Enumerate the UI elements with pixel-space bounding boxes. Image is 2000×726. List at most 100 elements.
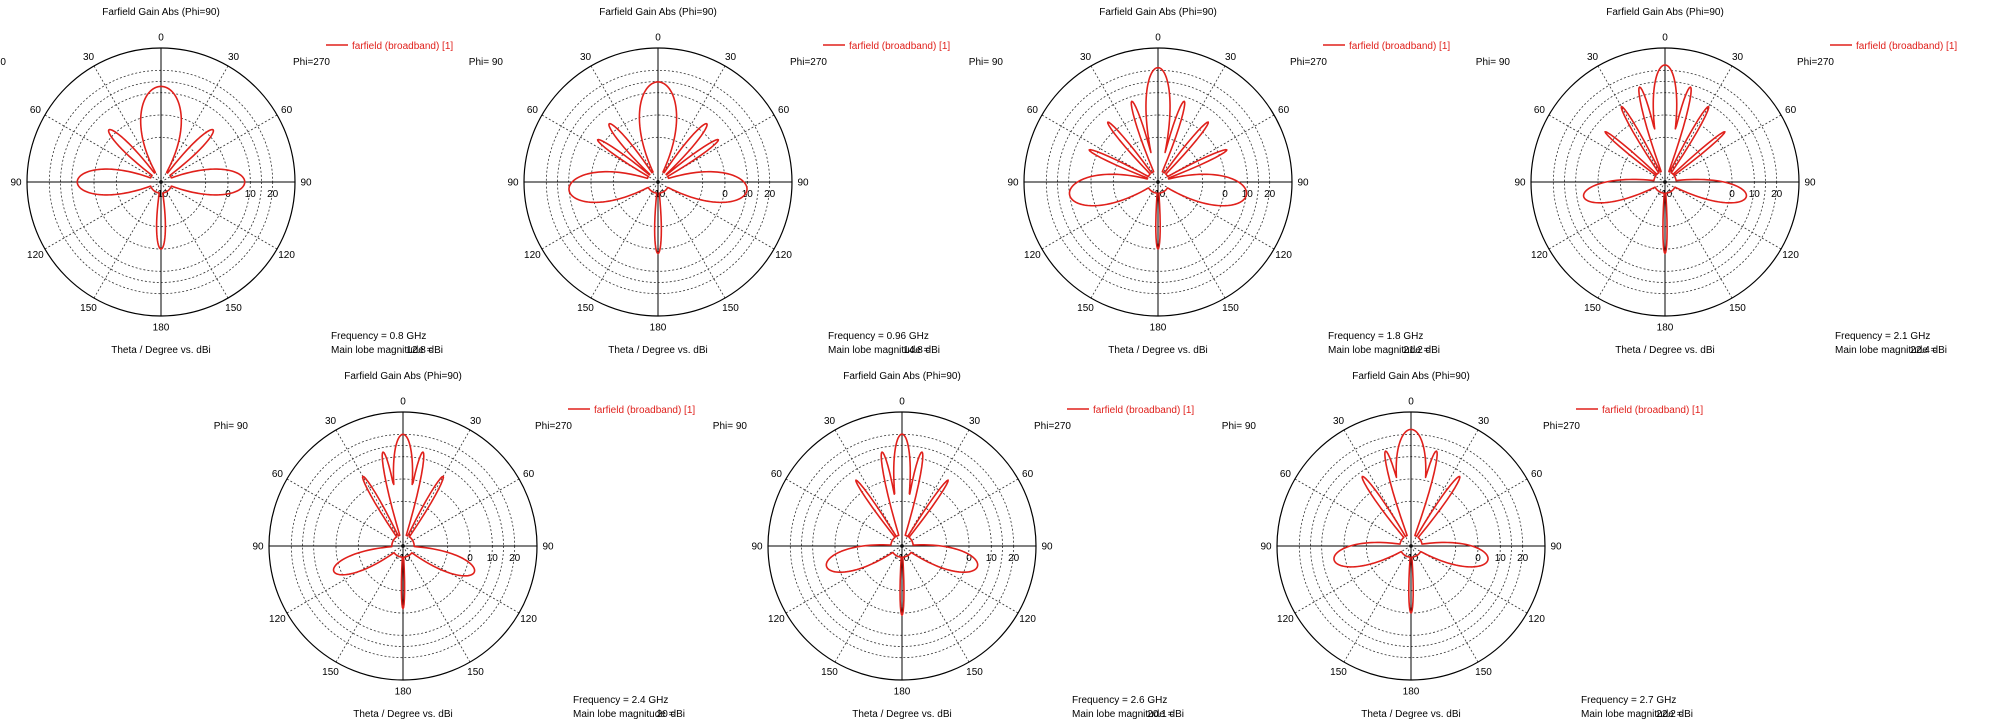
phi-left-label: Phi= 90 bbox=[1476, 57, 1511, 68]
angle-tick-label: 90 bbox=[542, 542, 554, 553]
angle-tick-label: 150 bbox=[821, 667, 838, 678]
main-lobe-label: Main lobe magnitude = bbox=[331, 345, 433, 356]
angle-tick-label: 30 bbox=[1478, 416, 1490, 427]
main-lobe-label: Main lobe magnitude = bbox=[828, 345, 930, 356]
angle-tick-label: 120 bbox=[1024, 250, 1041, 261]
outer-ring bbox=[767, 411, 1037, 681]
axis-label: Theta / Degree vs. dBi bbox=[852, 709, 952, 720]
angle-tick-label: 150 bbox=[966, 667, 983, 678]
radial-tick-label: 20 bbox=[1008, 553, 1020, 564]
axis-label: Theta / Degree vs. dBi bbox=[111, 345, 211, 356]
phi-left-label: Phi= 90 bbox=[713, 421, 748, 432]
legend-label: farfield (broadband) [1] bbox=[849, 41, 950, 52]
grid-spoke bbox=[901, 545, 1019, 614]
angle-tick-label: 30 bbox=[969, 416, 981, 427]
main-lobe-label: Main lobe magnitude = bbox=[1581, 709, 1683, 720]
angle-tick-label: 90 bbox=[751, 542, 763, 553]
angle-tick-label: 90 bbox=[1514, 178, 1526, 189]
phi-right-label: Phi=270 bbox=[1797, 57, 1834, 68]
angle-tick-label: 150 bbox=[1475, 667, 1492, 678]
angle-tick-label: 150 bbox=[225, 303, 242, 314]
phi-right-label: Phi=270 bbox=[790, 57, 827, 68]
chart-title: Farfield Gain Abs (Phi=90) bbox=[102, 7, 220, 18]
frequency-label: Frequency = 2.4 GHz bbox=[573, 695, 668, 706]
angle-tick-label: 60 bbox=[272, 469, 284, 480]
chart-title: Farfield Gain Abs (Phi=90) bbox=[344, 371, 462, 382]
legend-label: farfield (broadband) [1] bbox=[1602, 405, 1703, 416]
angle-tick-label: 90 bbox=[1260, 542, 1272, 553]
grid-spoke bbox=[1664, 181, 1782, 250]
radial-tick-label: 20 bbox=[1771, 189, 1783, 200]
radial-tick-label: 10 bbox=[487, 553, 499, 564]
phi-right-label: Phi=270 bbox=[1034, 421, 1071, 432]
frequency-label: Frequency = 0.96 GHz bbox=[828, 331, 929, 342]
angle-tick-label: 60 bbox=[1531, 469, 1543, 480]
angle-tick-label: 120 bbox=[1275, 250, 1292, 261]
angle-tick-label: 150 bbox=[1330, 667, 1347, 678]
chart-panel: Farfield Gain Abs (Phi=90) 0 30 60 90 120 150 1… bbox=[1476, 7, 1958, 356]
angle-tick-label: 180 bbox=[894, 687, 911, 698]
grid-spoke bbox=[160, 181, 278, 250]
angle-tick-label: 180 bbox=[1657, 323, 1674, 334]
frequency-label: Frequency = 2.6 GHz bbox=[1072, 695, 1167, 706]
angle-tick-label: 150 bbox=[577, 303, 594, 314]
angle-tick-label: 90 bbox=[1804, 178, 1816, 189]
angle-tick-label: 60 bbox=[1534, 105, 1546, 116]
angle-tick-label: 60 bbox=[1022, 469, 1034, 480]
angle-tick-label: 90 bbox=[797, 178, 809, 189]
radial-tick-label: 0 bbox=[467, 553, 473, 564]
main-lobe-value: 21.2 dBi bbox=[1403, 345, 1440, 356]
radial-tick-label: 10 bbox=[245, 189, 257, 200]
chart-title: Farfield Gain Abs (Phi=90) bbox=[599, 7, 717, 18]
phi-left-label: Phi= 90 bbox=[1222, 421, 1257, 432]
legend-label: farfield (broadband) [1] bbox=[1856, 41, 1957, 52]
angle-tick-label: 120 bbox=[269, 614, 286, 625]
main-lobe-value: 22.2 dBi bbox=[1656, 709, 1693, 720]
angle-tick-label: 120 bbox=[524, 250, 541, 261]
main-lobe-label: Main lobe magnitude = bbox=[1835, 345, 1937, 356]
angle-tick-label: 180 bbox=[153, 323, 170, 334]
angle-tick-label: 120 bbox=[27, 250, 44, 261]
radial-tick-label: 10 bbox=[742, 189, 754, 200]
angle-tick-label: 30 bbox=[1587, 52, 1599, 63]
angle-tick-label: 150 bbox=[1077, 303, 1094, 314]
main-lobe-value: 22.4 dBi bbox=[1910, 345, 1947, 356]
angle-tick-label: 150 bbox=[467, 667, 484, 678]
radial-tick-label: 0 bbox=[1222, 189, 1228, 200]
outer-ring bbox=[1530, 47, 1800, 317]
angle-tick-label: 180 bbox=[1150, 323, 1167, 334]
angle-tick-label: 120 bbox=[775, 250, 792, 261]
angle-tick-label: 180 bbox=[395, 687, 412, 698]
legend-label: farfield (broadband) [1] bbox=[594, 405, 695, 416]
grid-spoke bbox=[286, 545, 404, 614]
legend-label: farfield (broadband) [1] bbox=[1349, 41, 1450, 52]
main-lobe-value: 20.1 dBi bbox=[1147, 709, 1184, 720]
axis-label: Theta / Degree vs. dBi bbox=[608, 345, 708, 356]
angle-tick-label: 120 bbox=[1019, 614, 1036, 625]
angle-tick-label: 90 bbox=[507, 178, 519, 189]
main-lobe-label: Main lobe magnitude = bbox=[573, 709, 675, 720]
angle-tick-label: 150 bbox=[1729, 303, 1746, 314]
angle-tick-label: 120 bbox=[520, 614, 537, 625]
angle-tick-label: 30 bbox=[83, 52, 95, 63]
angle-tick-label: 30 bbox=[325, 416, 337, 427]
angle-tick-label: 90 bbox=[1297, 178, 1309, 189]
angle-tick-label: 120 bbox=[1528, 614, 1545, 625]
grid-spoke bbox=[541, 181, 659, 250]
angle-tick-label: 60 bbox=[771, 469, 783, 480]
angle-tick-label: 60 bbox=[523, 469, 535, 480]
angle-tick-label: 90 bbox=[252, 542, 264, 553]
grid-spoke bbox=[657, 181, 775, 250]
axis-label: Theta / Degree vs. dBi bbox=[353, 709, 453, 720]
chart-title: Farfield Gain Abs (Phi=90) bbox=[1352, 371, 1470, 382]
angle-tick-label: 120 bbox=[768, 614, 785, 625]
angle-tick-label: 150 bbox=[722, 303, 739, 314]
angle-tick-label: 0 bbox=[655, 33, 661, 44]
phi-left-label: Phi= 90 bbox=[469, 57, 504, 68]
radial-tick-label: 10 bbox=[1495, 553, 1507, 564]
legend-label: farfield (broadband) [1] bbox=[352, 41, 453, 52]
angle-tick-label: 0 bbox=[1408, 397, 1414, 408]
radiation-pattern-line bbox=[568, 81, 748, 255]
radiation-pattern-line bbox=[1582, 64, 1748, 255]
